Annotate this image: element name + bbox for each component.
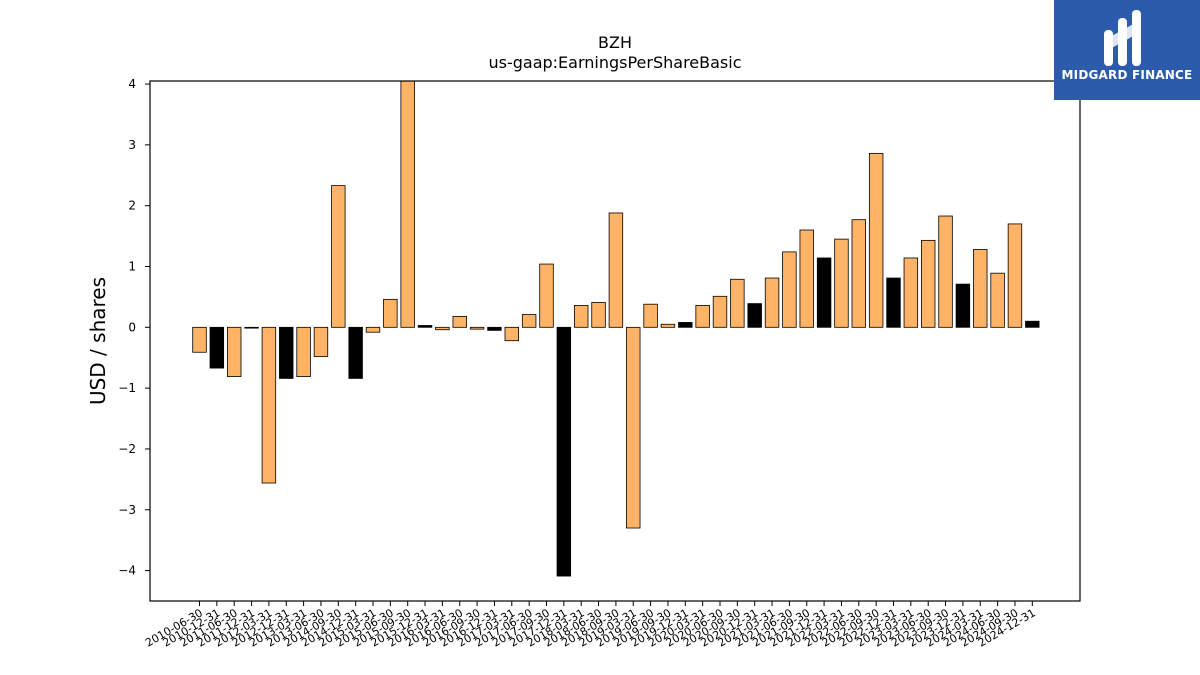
bar-2013-03-31 — [296, 326, 311, 377]
y-tick-label: −4 — [118, 564, 136, 578]
bar-2015-09-30 — [400, 80, 415, 328]
bar-2019-03-31 — [626, 326, 641, 529]
bar-2016-03-31 — [435, 326, 450, 331]
midgard-finance-logo: MIDGARD FINANCE — [1054, 0, 1200, 100]
bar-2016-12-31 — [487, 326, 502, 331]
bar-2021-06-30 — [782, 251, 797, 328]
bar-2018-09-30 — [608, 212, 624, 328]
bar-2018-06-30 — [591, 301, 606, 328]
bar-2023-09-30 — [938, 215, 953, 328]
bar-2020-09-30 — [730, 278, 745, 328]
bar-2017-09-30 — [539, 263, 554, 328]
logo-mark-icon — [1104, 10, 1141, 66]
y-tick-label: 0 — [128, 320, 136, 334]
bar-2016-09-30 — [469, 326, 485, 330]
bar-2016-06-30 — [452, 315, 467, 328]
y-tick-label: 1 — [128, 259, 136, 273]
y-tick-label: −3 — [118, 503, 136, 517]
bar-2013-06-30 — [313, 326, 329, 357]
bar-2019-06-30 — [643, 303, 658, 328]
bar-2018-03-31 — [574, 305, 589, 328]
bar-2014-12-31 — [348, 326, 363, 379]
chart-subtitle: us-gaap:EarningsPerShareBasic — [488, 53, 741, 72]
bar-2020-03-31 — [695, 305, 710, 328]
bar-2022-03-31 — [834, 238, 849, 328]
y-tick-label: −1 — [118, 381, 136, 395]
y-tick-label: 4 — [128, 77, 136, 91]
y-tick-label: 2 — [128, 199, 136, 213]
bar-2021-12-31 — [816, 257, 832, 328]
bar-2023-03-31 — [903, 257, 919, 328]
bar-2011-06-30 — [226, 326, 242, 377]
bar-2011-12-31 — [244, 326, 259, 329]
bar-2017-03-31 — [504, 326, 520, 342]
bar-2023-06-30 — [921, 239, 936, 328]
bar-2015-06-30 — [383, 298, 398, 328]
bar-2022-09-30 — [868, 152, 884, 328]
bar-2020-06-30 — [712, 295, 728, 328]
bar-2014-09-30 — [331, 185, 346, 328]
bar-2024-03-31 — [973, 249, 988, 328]
y-tick-label: 3 — [128, 138, 136, 152]
y-axis-label: USD / shares — [86, 277, 110, 405]
bar-2010-12-31 — [209, 326, 225, 369]
bar-2019-09-30 — [660, 323, 676, 328]
bar-2023-12-31 — [955, 283, 971, 328]
bar-2012-03-31 — [261, 326, 277, 484]
logo-text: MIDGARD FINANCE — [1061, 68, 1193, 82]
bar-2015-12-31 — [417, 325, 433, 328]
plot-frame — [149, 80, 1081, 602]
bar-2017-06-30 — [521, 314, 537, 328]
bar-2022-06-30 — [851, 219, 867, 328]
y-tick-label: −2 — [118, 442, 136, 456]
bar-2022-12-31 — [886, 277, 901, 328]
bar-2019-12-31 — [678, 322, 693, 328]
bar-2024-09-30 — [1007, 223, 1023, 328]
bar-2017-12-31 — [556, 326, 572, 577]
bar-2020-12-31 — [747, 303, 762, 328]
bar-2021-09-30 — [799, 229, 814, 328]
bar-2021-03-31 — [764, 277, 780, 328]
bar-2015-03-31 — [365, 326, 381, 333]
bar-2024-06-30 — [990, 272, 1005, 328]
bar-2010-06-30 — [192, 326, 207, 353]
bar-2024-12-31 — [1025, 320, 1040, 328]
chart-title: BZH — [598, 33, 632, 52]
bar-2012-12-31 — [279, 326, 294, 379]
